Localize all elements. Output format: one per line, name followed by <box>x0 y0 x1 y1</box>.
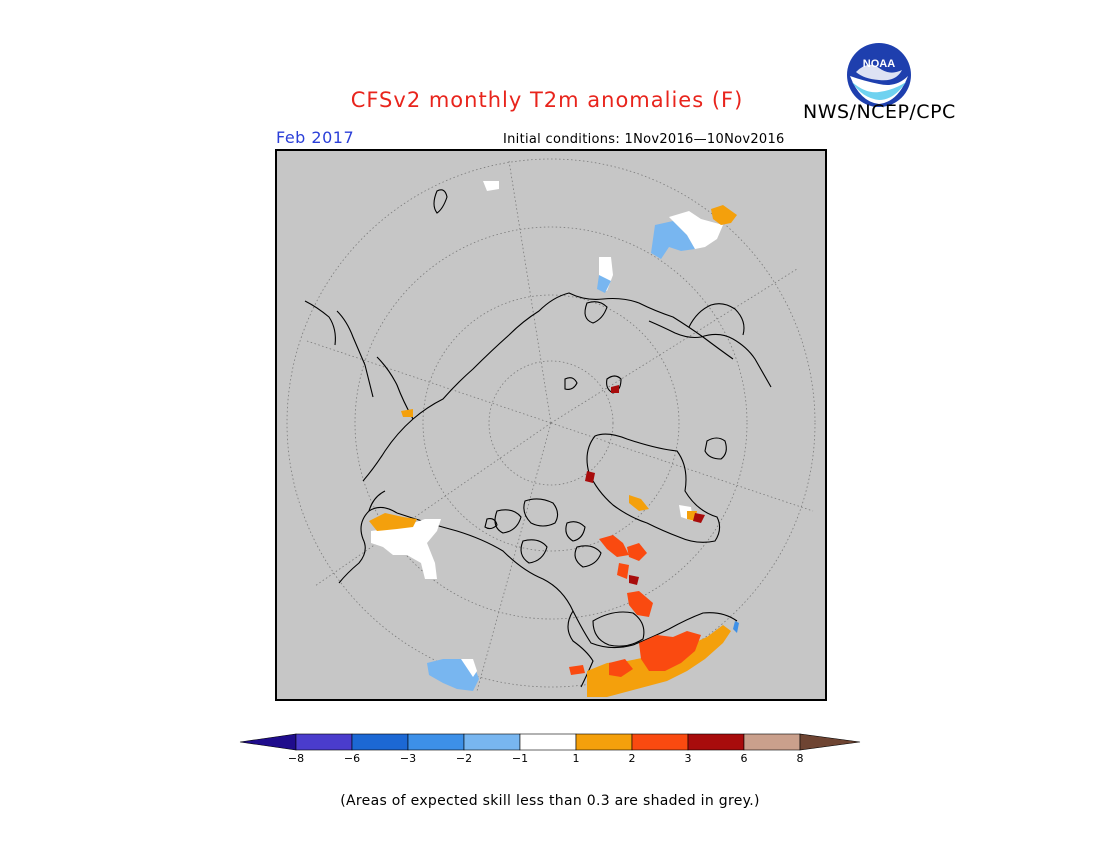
legend-swatch <box>743 733 801 751</box>
legend-swatch <box>295 733 353 751</box>
color-legend <box>238 733 862 751</box>
legend-tick-label: 3 <box>684 752 692 765</box>
anomaly-white-ne <box>669 211 723 249</box>
anomaly-darkred-canada <box>629 575 639 585</box>
legend-swatch <box>351 733 409 751</box>
anomaly-red-south-3 <box>569 665 585 675</box>
anomaly-darkred-greenland <box>693 513 705 523</box>
anomaly-orange-ne <box>711 205 737 225</box>
organization-label: NWS/NCEP/CPC <box>803 101 956 123</box>
forecast-month: Feb 2017 <box>276 128 355 147</box>
anomaly-blue-ne <box>651 221 695 259</box>
anomaly-red-south-2 <box>609 659 633 677</box>
legend-tick-label: −6 <box>343 752 361 765</box>
polar-map <box>275 149 827 701</box>
legend-swatch <box>631 733 689 751</box>
skill-footnote: (Areas of expected skill less than 0.3 a… <box>340 793 760 809</box>
legend-tick-label: 2 <box>628 752 636 765</box>
anomaly-patches <box>369 181 739 697</box>
graticule <box>286 158 816 692</box>
legend-swatch <box>463 733 521 751</box>
legend-tick-label: −2 <box>455 752 473 765</box>
anomaly-white-nw <box>483 181 499 191</box>
anomaly-red-canada-3 <box>617 563 629 579</box>
anomaly-darkred-north <box>585 471 595 483</box>
noaa-logo: NOAA <box>846 42 912 108</box>
legend-swatch <box>519 733 577 751</box>
map-title: CFSv2 monthly T2m anomalies (F) <box>350 88 744 112</box>
legend-swatch <box>575 733 633 751</box>
coastlines <box>304 189 772 688</box>
anomaly-darkred-center <box>611 385 619 393</box>
legend-arrow-max <box>799 733 861 751</box>
anomaly-blue-southwest <box>427 659 479 691</box>
legend-tick-label: 1 <box>572 752 580 765</box>
legend-tick-label: 6 <box>740 752 748 765</box>
legend-swatch <box>687 733 745 751</box>
initial-conditions: Initial conditions: 1Nov2016—10Nov2016 <box>503 132 785 147</box>
anomaly-blue-north <box>597 275 611 293</box>
legend-arrow-min <box>239 733 297 751</box>
legend-tick-label: −8 <box>287 752 305 765</box>
legend-swatch <box>407 733 465 751</box>
anomaly-white-alaska <box>371 519 441 579</box>
anomaly-red-canada-2 <box>627 543 647 561</box>
anomaly-orange-greenland <box>629 495 649 511</box>
anomaly-blue-east <box>733 621 739 633</box>
anomaly-orange-west <box>401 409 413 417</box>
anomaly-orange-alaska <box>369 513 417 531</box>
anomaly-white-southwest <box>461 659 477 677</box>
logo-text: NOAA <box>863 58 895 70</box>
legend-tick-label: 8 <box>796 752 804 765</box>
legend-tick-label: −3 <box>399 752 417 765</box>
anomaly-red-south-1 <box>639 631 701 671</box>
legend-tick-label: −1 <box>511 752 529 765</box>
anomaly-red-canada-4 <box>627 591 653 617</box>
anomaly-red-canada-1 <box>599 535 629 557</box>
